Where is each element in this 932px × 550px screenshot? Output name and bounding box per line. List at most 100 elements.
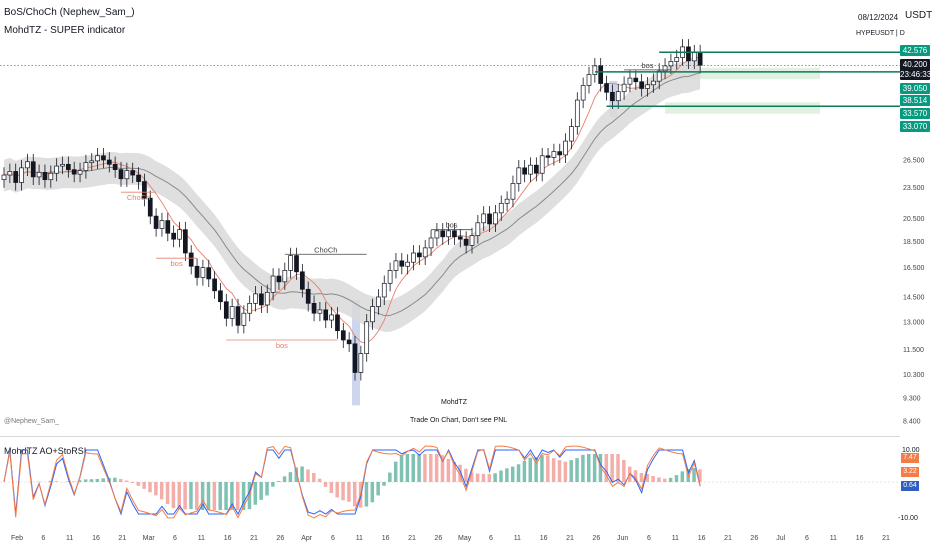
ao-bar xyxy=(388,472,392,482)
candle-body xyxy=(393,260,399,271)
candle-body xyxy=(1,174,7,181)
ao-bar xyxy=(89,479,94,482)
candle-body xyxy=(387,270,393,284)
x-tick-label: Feb xyxy=(11,535,23,542)
ao-bar xyxy=(604,454,609,482)
candle-body xyxy=(615,91,621,102)
candle-body xyxy=(586,74,592,86)
time-axis[interactable]: Feb 6 11 16 21 Mar 6 11 16 21 26 Apr 6 11 16 21 26 May 6 11… xyxy=(0,528,932,548)
osc-value-tag: 7.47 xyxy=(901,453,919,463)
candle-body xyxy=(463,238,469,246)
candle-body xyxy=(522,167,528,175)
author-watermark: @Nephew_Sam_ xyxy=(4,418,59,425)
candle-body xyxy=(19,167,24,183)
ao-bar xyxy=(83,479,88,482)
ao-bar xyxy=(393,461,398,482)
x-tick-label: 26 xyxy=(592,535,600,542)
osc-value-tag: 3.22 xyxy=(901,467,919,477)
ao-bar xyxy=(651,475,655,482)
ao-bar xyxy=(95,479,100,482)
ao-bar xyxy=(136,482,141,486)
x-tick-label: 16 xyxy=(224,535,232,542)
ao-bar xyxy=(411,454,415,482)
ao-bar xyxy=(505,468,509,482)
stoch-k-line xyxy=(3,448,701,516)
y-tick-label: 16.500 xyxy=(903,265,925,272)
pane-separator[interactable] xyxy=(0,436,900,437)
candle-body xyxy=(223,301,229,319)
ao-bar xyxy=(464,468,468,482)
candle-body xyxy=(434,230,440,239)
candle-body xyxy=(335,314,340,332)
candle-body xyxy=(376,296,381,307)
ao-bar xyxy=(189,482,193,510)
candle-body xyxy=(311,302,317,314)
x-tick-label: 21 xyxy=(408,535,416,542)
ao-bar xyxy=(195,482,199,510)
x-tick-label: 16 xyxy=(698,535,706,542)
y-tick-label: 20.500 xyxy=(903,216,925,223)
price-tag: 39.050 xyxy=(900,83,930,94)
ao-bar xyxy=(335,482,339,498)
candle-body xyxy=(469,235,475,246)
ao-bar xyxy=(470,472,474,482)
candle-body xyxy=(171,232,176,240)
ao-bar xyxy=(540,455,544,482)
price-chart[interactable]: ChoCh bos bos ChoCh bos bos 26.500 23.500 20.50… xyxy=(0,0,932,440)
ao-bar xyxy=(376,482,380,496)
ao-bar xyxy=(259,482,263,500)
ao-bar xyxy=(698,469,702,482)
ao-bar xyxy=(563,461,568,482)
candle-body xyxy=(411,252,416,263)
currency-label[interactable]: USDT xyxy=(905,10,932,21)
candle-body xyxy=(457,236,463,240)
candle-body xyxy=(177,229,182,240)
candle-body xyxy=(106,159,112,165)
ao-bar xyxy=(458,464,462,482)
candle-body xyxy=(153,215,159,229)
ao-bar xyxy=(236,482,240,510)
structure-break-label: bos xyxy=(276,341,288,350)
x-tick-label: 16 xyxy=(540,535,548,542)
y-tick-label: 14.500 xyxy=(903,294,925,301)
ao-bar xyxy=(66,481,70,482)
structure-break-label: bos xyxy=(171,259,183,268)
indicator-name: MohdTZ - SUPER indicator xyxy=(4,25,126,36)
candle-body xyxy=(545,155,551,158)
ao-bar xyxy=(130,482,135,484)
candle-body xyxy=(417,252,422,258)
ao-bar xyxy=(522,460,527,482)
structure-break-label: bos xyxy=(641,61,653,70)
symbol-timeframe: HYPEUSDT | D xyxy=(856,30,905,37)
candle-body xyxy=(563,140,568,156)
x-tick-label: 6 xyxy=(173,535,177,542)
candle-body xyxy=(533,164,539,174)
ao-bar xyxy=(276,481,281,482)
x-tick-label: 11 xyxy=(514,535,521,542)
price-tag: 33.570 xyxy=(900,108,930,119)
candle-body xyxy=(48,172,54,181)
structure-break-label: ChoCh xyxy=(127,193,150,202)
price-tag: 23:46:33 xyxy=(900,69,932,80)
ao-bar xyxy=(622,459,626,482)
x-tick-label: 21 xyxy=(250,535,258,542)
candle-body xyxy=(621,83,627,93)
ao-bar xyxy=(329,482,334,494)
ao-bar xyxy=(119,478,123,482)
x-tick-label: 11 xyxy=(66,535,73,542)
brand-watermark: MohdTZ xyxy=(441,399,468,406)
ao-bar xyxy=(370,482,375,503)
candle-body xyxy=(130,170,136,176)
x-tick-label: 16 xyxy=(856,535,864,542)
ao-bar xyxy=(657,477,661,482)
ao-bar xyxy=(171,482,176,509)
oscillator-pane[interactable] xyxy=(0,437,932,527)
ao-bar xyxy=(569,460,573,482)
candle-body xyxy=(30,161,36,178)
ao-bar xyxy=(487,474,492,482)
candle-body xyxy=(358,353,364,373)
ao-bar xyxy=(288,472,293,482)
x-tick-label: 26 xyxy=(750,535,758,542)
ao-bar xyxy=(440,455,445,482)
candle-body xyxy=(42,171,48,181)
